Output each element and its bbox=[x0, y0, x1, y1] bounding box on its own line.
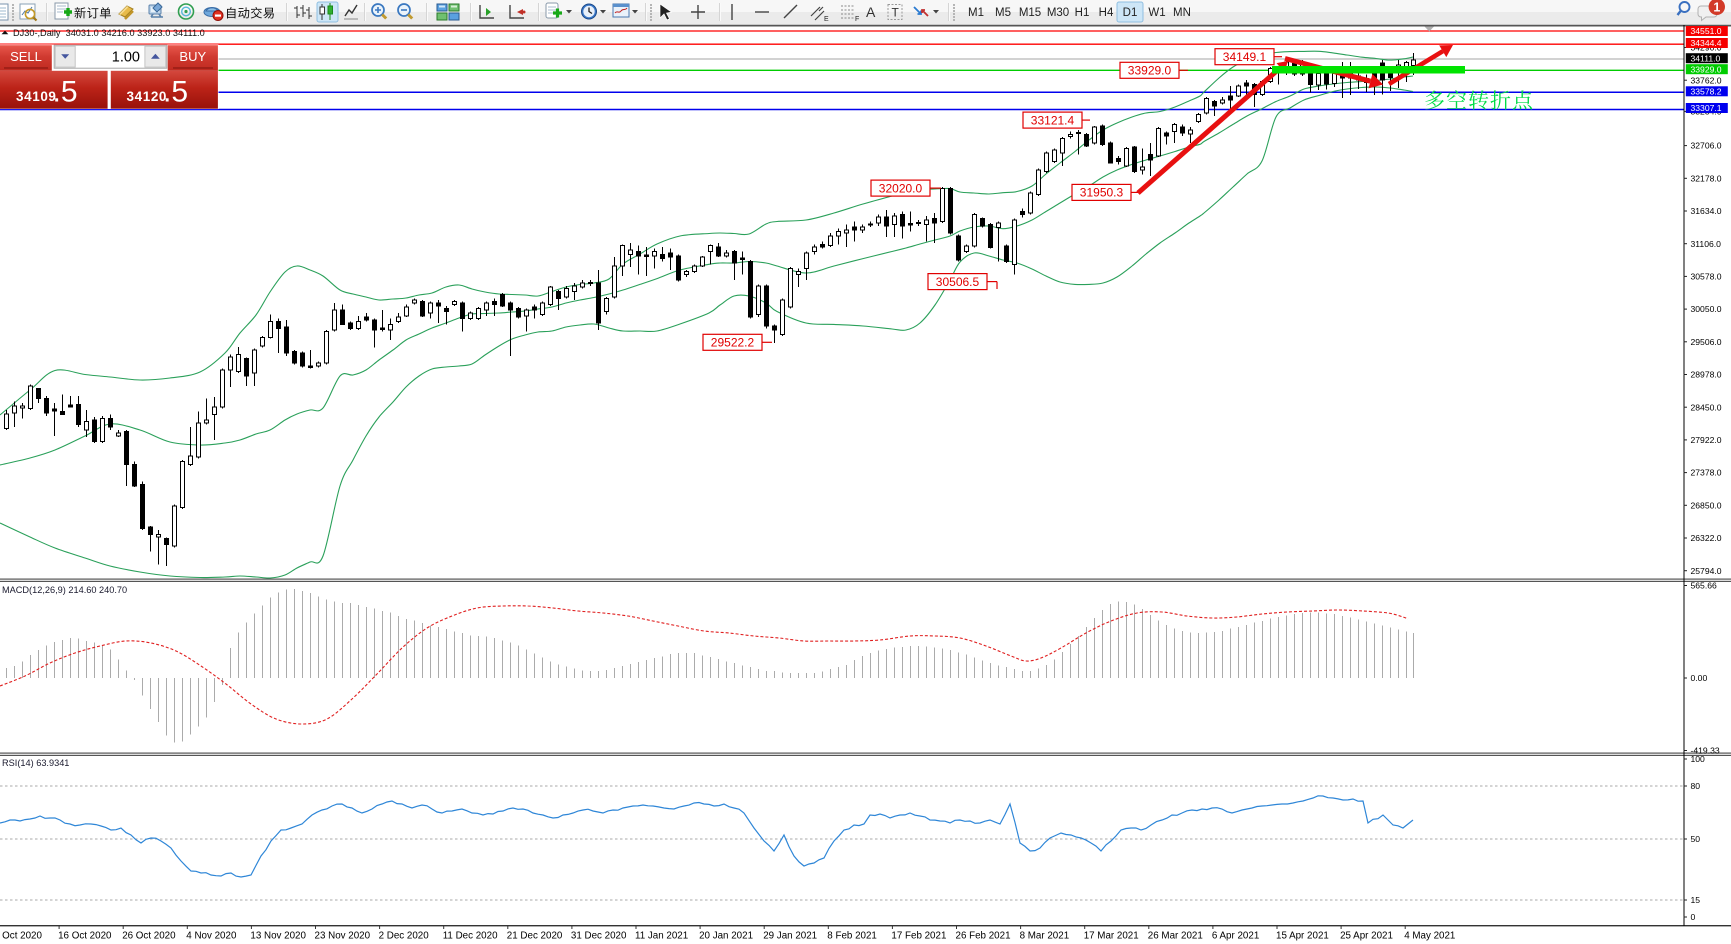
svg-text:565.66: 565.66 bbox=[1691, 581, 1718, 591]
svg-text:21 Dec 2020: 21 Dec 2020 bbox=[507, 931, 563, 942]
svg-text:29 Jan 2021: 29 Jan 2021 bbox=[763, 931, 817, 942]
svg-text:13 Nov 2020: 13 Nov 2020 bbox=[250, 931, 306, 942]
svg-text:1.00: 1.00 bbox=[112, 49, 140, 65]
svg-text:M15: M15 bbox=[1019, 7, 1041, 19]
svg-text:23 Nov 2020: 23 Nov 2020 bbox=[315, 931, 371, 942]
svg-text:33307.1: 33307.1 bbox=[1691, 103, 1722, 113]
svg-text:34149.1: 34149.1 bbox=[1223, 50, 1267, 64]
svg-text:M5: M5 bbox=[995, 7, 1011, 19]
svg-text:100: 100 bbox=[1691, 754, 1706, 764]
svg-text:0.00: 0.00 bbox=[1691, 673, 1708, 683]
svg-text:34120: 34120 bbox=[127, 89, 168, 104]
svg-text:H1: H1 bbox=[1075, 7, 1090, 19]
svg-text:32706.0: 32706.0 bbox=[1691, 141, 1722, 151]
svg-text:MACD(12,26,9) 214.60 240.70: MACD(12,26,9) 214.60 240.70 bbox=[2, 585, 127, 595]
svg-text:30578.0: 30578.0 bbox=[1691, 272, 1722, 282]
svg-text:DJ30-,Daily 34031.0 34216.0 3: DJ30-,Daily 34031.0 34216.0 33923.0 3411… bbox=[13, 28, 205, 38]
svg-text:34109: 34109 bbox=[16, 89, 57, 104]
svg-text:8 Mar 2021: 8 Mar 2021 bbox=[1020, 931, 1070, 942]
svg-text:32020.0: 32020.0 bbox=[879, 181, 923, 195]
svg-text:30506.5: 30506.5 bbox=[936, 275, 980, 289]
svg-text:W1: W1 bbox=[1148, 7, 1165, 19]
svg-text:4 May 2021: 4 May 2021 bbox=[1404, 931, 1455, 942]
svg-text:15: 15 bbox=[1691, 895, 1701, 905]
svg-text:29506.0: 29506.0 bbox=[1691, 337, 1722, 347]
svg-text:27922.0: 27922.0 bbox=[1691, 435, 1722, 445]
svg-text:20 Jan 2021: 20 Jan 2021 bbox=[699, 931, 753, 942]
svg-text:15 Apr 2021: 15 Apr 2021 bbox=[1276, 931, 1329, 942]
svg-text:SELL: SELL bbox=[10, 49, 42, 64]
svg-text:31950.3: 31950.3 bbox=[1080, 186, 1124, 200]
svg-text:26 Mar 2021: 26 Mar 2021 bbox=[1148, 931, 1203, 942]
svg-text:T: T bbox=[892, 6, 900, 20]
svg-text:17 Feb 2021: 17 Feb 2021 bbox=[891, 931, 946, 942]
svg-text:31106.0: 31106.0 bbox=[1691, 239, 1722, 249]
svg-text:M1: M1 bbox=[968, 7, 984, 19]
svg-text:25794.0: 25794.0 bbox=[1691, 566, 1722, 576]
svg-text:34551.0: 34551.0 bbox=[1691, 26, 1722, 36]
svg-text:33929.0: 33929.0 bbox=[1128, 64, 1172, 78]
svg-text:31 Dec 2020: 31 Dec 2020 bbox=[571, 931, 627, 942]
svg-text:29522.2: 29522.2 bbox=[711, 336, 755, 350]
svg-text:32178.0: 32178.0 bbox=[1691, 173, 1722, 183]
svg-text:26322.0: 26322.0 bbox=[1691, 533, 1722, 543]
svg-text:M30: M30 bbox=[1047, 7, 1069, 19]
svg-text:.5: .5 bbox=[53, 76, 78, 109]
svg-text:26850.0: 26850.0 bbox=[1691, 500, 1722, 510]
svg-text:D1: D1 bbox=[1123, 7, 1138, 19]
svg-text:F: F bbox=[855, 16, 859, 23]
svg-text:RSI(14) 63.9341: RSI(14) 63.9341 bbox=[2, 758, 69, 768]
svg-text:34111.0: 34111.0 bbox=[1691, 53, 1721, 63]
svg-text:7 Oct 2020: 7 Oct 2020 bbox=[0, 931, 42, 942]
svg-text:A: A bbox=[866, 4, 876, 20]
svg-text:BUY: BUY bbox=[179, 49, 206, 64]
svg-text:25 Apr 2021: 25 Apr 2021 bbox=[1340, 931, 1393, 942]
svg-text:33762.0: 33762.0 bbox=[1691, 75, 1722, 85]
svg-text:34344.4: 34344.4 bbox=[1691, 38, 1722, 48]
svg-text:16 Oct 2020: 16 Oct 2020 bbox=[58, 931, 112, 942]
svg-text:H4: H4 bbox=[1099, 7, 1114, 19]
svg-text:11 Jan 2021: 11 Jan 2021 bbox=[635, 931, 688, 942]
svg-text:28978.0: 28978.0 bbox=[1691, 370, 1722, 380]
svg-text:30050.0: 30050.0 bbox=[1691, 304, 1722, 314]
svg-text:-419.33: -419.33 bbox=[1691, 746, 1720, 756]
svg-text:.5: .5 bbox=[163, 76, 188, 109]
svg-text:31634.0: 31634.0 bbox=[1691, 206, 1722, 216]
svg-text:MN: MN bbox=[1173, 7, 1191, 19]
svg-text:0: 0 bbox=[1691, 912, 1696, 922]
svg-text:11 Dec 2020: 11 Dec 2020 bbox=[443, 931, 498, 942]
svg-text:17 Mar 2021: 17 Mar 2021 bbox=[1084, 931, 1139, 942]
svg-text:26 Oct 2020: 26 Oct 2020 bbox=[122, 931, 176, 942]
svg-text:8 Feb 2021: 8 Feb 2021 bbox=[827, 931, 877, 942]
svg-text:1: 1 bbox=[1713, 0, 1720, 14]
svg-text:33121.4: 33121.4 bbox=[1031, 113, 1075, 127]
svg-text:4 Nov 2020: 4 Nov 2020 bbox=[186, 931, 237, 942]
svg-text:28450.0: 28450.0 bbox=[1691, 402, 1722, 412]
svg-text:80: 80 bbox=[1691, 781, 1701, 791]
svg-text:27378.0: 27378.0 bbox=[1691, 468, 1722, 478]
svg-text:26 Feb 2021: 26 Feb 2021 bbox=[956, 931, 1011, 942]
svg-text:33929.0: 33929.0 bbox=[1691, 64, 1722, 74]
svg-text:33578.2: 33578.2 bbox=[1691, 86, 1722, 96]
svg-text:50: 50 bbox=[1691, 834, 1701, 844]
svg-text:6 Apr 2021: 6 Apr 2021 bbox=[1212, 931, 1259, 942]
svg-text:2 Dec 2020: 2 Dec 2020 bbox=[379, 931, 430, 942]
svg-text:E: E bbox=[824, 16, 829, 23]
